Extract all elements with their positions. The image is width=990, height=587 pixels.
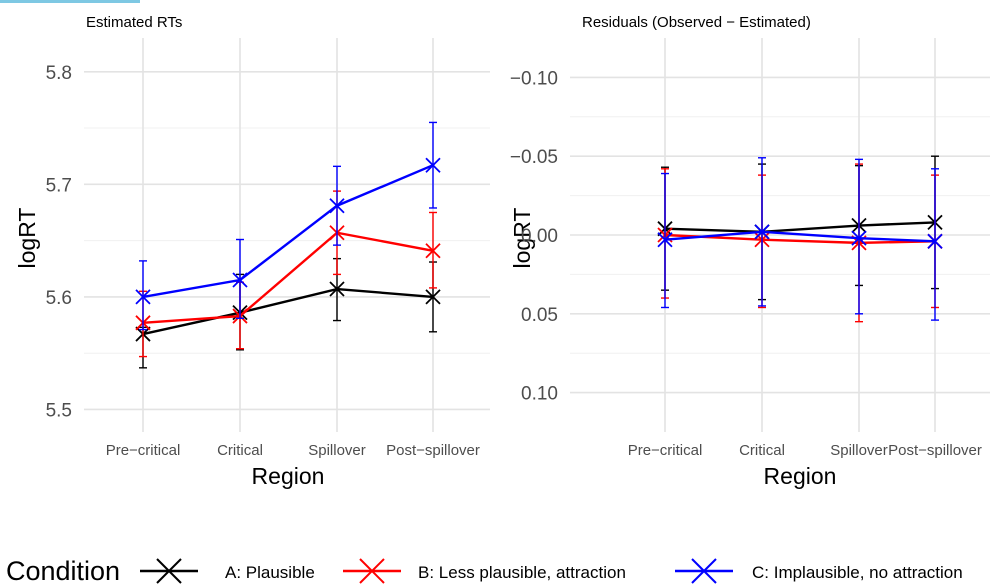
series <box>135 190 441 358</box>
legend-key <box>140 558 198 584</box>
panel-residuals: Residuals (Observed − Estimated) Region … <box>509 14 990 489</box>
legend: Condition A: Plausible B: Less plausible,… <box>6 556 963 586</box>
panel-title: Residuals (Observed − Estimated) <box>582 14 811 31</box>
legend-key-marker <box>359 558 385 584</box>
x-tick-label: Post−spillover <box>888 442 982 459</box>
marker-stroke <box>135 289 151 305</box>
data-point-marker <box>232 272 248 288</box>
y-tick-label: 5.6 <box>46 288 72 309</box>
x-axis-title: Region <box>252 463 325 489</box>
series-line <box>142 164 434 299</box>
marker-stroke <box>329 198 345 214</box>
y-tick-label: 0.00 <box>521 226 558 247</box>
data-point-marker <box>425 243 441 259</box>
marker-stroke <box>329 281 345 297</box>
series <box>135 121 441 331</box>
data-point-marker <box>754 224 770 240</box>
series <box>657 155 943 301</box>
data-point-marker <box>329 198 345 214</box>
data-point-marker <box>329 281 345 297</box>
data-point-marker <box>657 232 673 248</box>
x-tick-label: Spillover <box>308 442 366 459</box>
series <box>657 163 943 323</box>
marker-stroke <box>754 224 770 240</box>
legend-key <box>675 558 733 584</box>
y-tick-label: 0.10 <box>521 384 558 405</box>
x-tick-label: Critical <box>217 442 263 459</box>
series-line <box>664 221 936 234</box>
marker-stroke <box>425 289 441 305</box>
x-tick-label: Post−spillover <box>386 442 480 459</box>
marker-stroke <box>232 272 248 288</box>
data-point-marker <box>135 289 151 305</box>
marker-stroke <box>425 243 441 259</box>
series <box>657 157 943 321</box>
y-axis-title: logRT <box>14 208 40 269</box>
data-point-marker <box>927 233 943 249</box>
series-line <box>664 230 936 243</box>
x-tick-label: Spillover <box>830 442 888 459</box>
legend-key <box>343 558 401 584</box>
legend-key-marker <box>691 558 717 584</box>
x-tick-label: Critical <box>739 442 785 459</box>
series-line <box>142 287 434 336</box>
y-axis-title: logRT <box>509 208 535 269</box>
x-tick-label: Pre−critical <box>628 442 703 459</box>
y-tick-label: 0.05 <box>521 305 558 326</box>
x-tick-label: Pre−critical <box>106 442 181 459</box>
x-axis-title: Region <box>764 463 837 489</box>
marker-stroke <box>851 230 867 246</box>
panel-estimated-rts: Estimated RTs Region logRT 5.5 5.6 5.7 5.8 P… <box>14 14 490 489</box>
legend-title: Condition <box>6 556 120 586</box>
y-tick-label: −0.05 <box>510 147 558 168</box>
y-tick-label: 5.5 <box>46 400 72 421</box>
panel-title: Estimated RTs <box>86 14 182 31</box>
top-accent-line <box>0 0 140 3</box>
legend-key-marker <box>156 558 182 584</box>
legend-label: C: Implausible, no attraction <box>752 563 963 582</box>
y-tick-label: 5.7 <box>46 175 72 196</box>
data-point-marker <box>425 289 441 305</box>
marker-stroke <box>927 233 943 249</box>
legend-label: A: Plausible <box>225 563 315 582</box>
legend-label: B: Less plausible, attraction <box>418 563 626 582</box>
data-point-marker <box>425 157 441 173</box>
data-point-marker <box>851 230 867 246</box>
series-line <box>664 233 936 245</box>
series-line <box>142 231 434 325</box>
y-tick-label: 5.8 <box>46 63 72 84</box>
y-tick-label: −0.10 <box>510 68 558 89</box>
marker-stroke <box>425 157 441 173</box>
marker-stroke <box>657 232 673 248</box>
